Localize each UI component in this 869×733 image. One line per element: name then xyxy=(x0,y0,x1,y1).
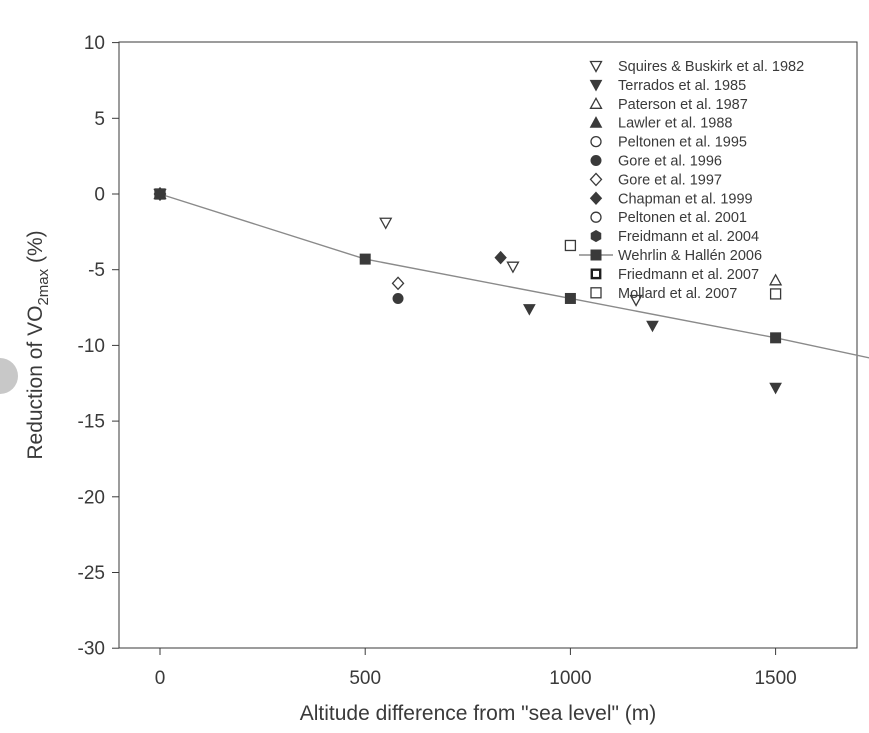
y-axis-title-main: Reduction of VO xyxy=(24,306,47,460)
legend-label: Peltonen et al. 1995 xyxy=(618,135,747,151)
legend-label: Gore et al. 1996 xyxy=(618,154,722,170)
y-axis-title-subscript: 2max xyxy=(35,268,52,305)
data-point xyxy=(770,332,782,344)
legend-marker xyxy=(590,211,602,223)
x-axis-title: Altitude difference from "sea level" (m) xyxy=(300,702,657,725)
y-tick-label: 10 xyxy=(84,33,105,54)
data-point xyxy=(359,253,371,265)
series-lines xyxy=(159,193,869,359)
y-tick-label: -10 xyxy=(78,336,105,357)
y-axis-title-unit: (%) xyxy=(24,230,47,269)
legend-marker xyxy=(589,60,603,73)
data-point xyxy=(379,217,393,230)
data-point xyxy=(391,276,405,291)
data-point xyxy=(629,294,643,307)
data-point xyxy=(564,239,577,252)
plot-frame xyxy=(118,41,858,649)
legend-marker xyxy=(589,172,603,187)
series-line xyxy=(159,193,869,359)
legend-label: Peltonen et al. 2001 xyxy=(618,210,747,226)
legend-label: Mollard et al. 2007 xyxy=(618,286,737,302)
x-tick-label: 1000 xyxy=(549,668,591,689)
legend-marker xyxy=(589,96,603,109)
y-axis-title: Reduction of VO2max (%) xyxy=(24,230,52,459)
legend-marker xyxy=(590,155,602,166)
legend-label: Paterson et al. 1987 xyxy=(618,97,748,113)
y-tick-label: -30 xyxy=(78,639,105,660)
legend-label: Freidmann et al. 2004 xyxy=(618,229,759,245)
legend-label: Chapman et al. 1999 xyxy=(618,191,753,207)
y-tick-label: -20 xyxy=(78,487,105,508)
x-tick-label: 0 xyxy=(155,668,166,689)
data-point xyxy=(646,320,659,333)
y-tick-label: 5 xyxy=(94,109,105,130)
scroll-indicator-dot xyxy=(0,358,18,394)
legend-marker xyxy=(590,249,602,261)
y-tick-label: 0 xyxy=(94,185,105,206)
x-tick-label: 1500 xyxy=(754,668,796,689)
legend-marker xyxy=(589,79,603,92)
data-point xyxy=(769,273,783,286)
data-point xyxy=(564,292,576,304)
data-point xyxy=(769,382,782,395)
y-tick-label: -15 xyxy=(78,412,105,433)
data-point xyxy=(154,188,166,200)
axes: 1050-5-10-15-20-25-300500100015002000250… xyxy=(78,33,858,689)
legend-label: Terrados et al. 1985 xyxy=(618,78,746,94)
legend-label: Gore et al. 1997 xyxy=(618,172,722,188)
legend-marker xyxy=(590,135,602,148)
data-point xyxy=(506,261,520,274)
legend-marker xyxy=(589,191,603,206)
y-tick-label: -25 xyxy=(78,563,105,584)
data-point xyxy=(523,304,536,316)
data-point xyxy=(392,292,404,304)
data-points xyxy=(153,187,783,395)
legend-marker xyxy=(590,230,602,243)
data-point xyxy=(494,250,507,265)
legend-marker xyxy=(590,268,602,280)
y-tick-label: -5 xyxy=(88,260,105,281)
data-point xyxy=(769,288,782,300)
legend-marker xyxy=(589,116,603,128)
legend: Squires & Buskirk et al. 1982 Terrados et… xyxy=(579,59,804,302)
legend-label: Squires & Buskirk et al. 1982 xyxy=(618,59,804,75)
x-tick-label: 500 xyxy=(349,668,381,689)
legend-label: Lawler et al. 1988 xyxy=(618,116,732,132)
legend-label: Friedmann et al. 2007 xyxy=(618,267,759,283)
legend-label: Wehrlin & Hallén 2006 xyxy=(618,248,762,264)
legend-marker xyxy=(590,287,602,299)
